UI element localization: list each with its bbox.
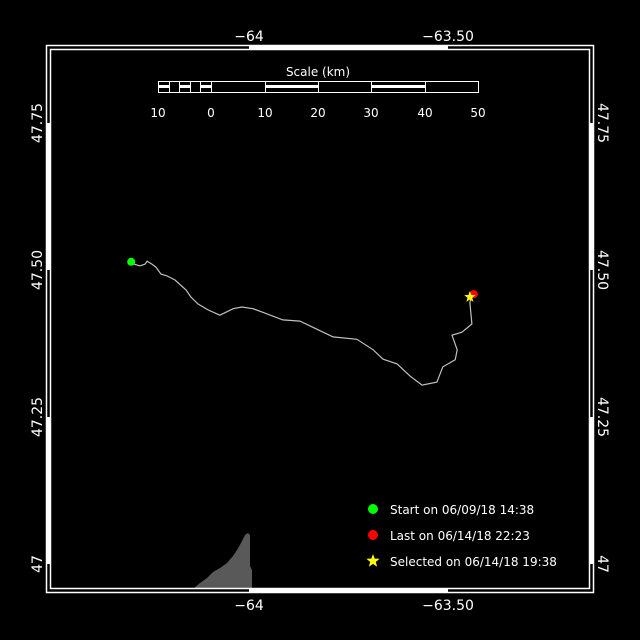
scale-label: 40 xyxy=(417,106,432,120)
scale-bar-stripe xyxy=(200,85,212,88)
scale-bar-title: Scale (km) xyxy=(286,65,350,79)
right-lat-label: 47.75 xyxy=(594,103,610,143)
land-mass xyxy=(193,533,252,589)
left-lat-label: 47.75 xyxy=(30,103,46,143)
right-lat-label: 47 xyxy=(594,555,610,573)
selected-legend-label: Selected on 06/14/18 19:38 xyxy=(390,555,557,569)
last-legend-label: Last on 06/14/18 22:23 xyxy=(390,529,530,543)
drifter-track-line xyxy=(130,260,473,386)
scale-bar: Scale (km) 10 0 10 20 30 40 50 xyxy=(150,65,485,120)
start-legend-label: Start on 06/09/18 14:38 xyxy=(390,503,534,517)
last-legend-icon xyxy=(368,530,378,540)
scale-bar-stripe xyxy=(265,85,319,88)
scale-label: 30 xyxy=(363,106,378,120)
start-legend-icon xyxy=(368,504,378,514)
legend: Start on 06/09/18 14:38 Last on 06/14/18… xyxy=(366,503,557,569)
scale-label: 50 xyxy=(470,106,485,120)
scale-label: 0 xyxy=(207,106,215,120)
start-marker[interactable] xyxy=(127,257,136,266)
right-lat-label: 47.25 xyxy=(594,397,610,437)
bottom-lon-label: −63.50 xyxy=(422,598,474,614)
scale-bar-segment xyxy=(425,81,479,93)
left-lat-label: 47.50 xyxy=(30,250,46,290)
selected-star-marker[interactable] xyxy=(464,291,476,302)
top-lon-label: −64 xyxy=(234,29,264,45)
selected-legend-star-icon xyxy=(366,554,380,567)
left-lat-label: 47.25 xyxy=(30,397,46,437)
top-lon-label: −63.50 xyxy=(422,29,474,45)
map-frame xyxy=(45,44,595,594)
left-lat-label: 47 xyxy=(30,555,46,573)
scale-label: 10 xyxy=(150,106,165,120)
scale-bar-stripe xyxy=(158,85,170,88)
scale-bar-stripe xyxy=(179,85,191,88)
bottom-lon-label: −64 xyxy=(234,598,264,614)
scale-label: 20 xyxy=(310,106,325,120)
right-lat-label: 47.50 xyxy=(594,250,610,290)
scale-bar-stripe xyxy=(371,85,426,88)
scale-label: 10 xyxy=(257,106,272,120)
